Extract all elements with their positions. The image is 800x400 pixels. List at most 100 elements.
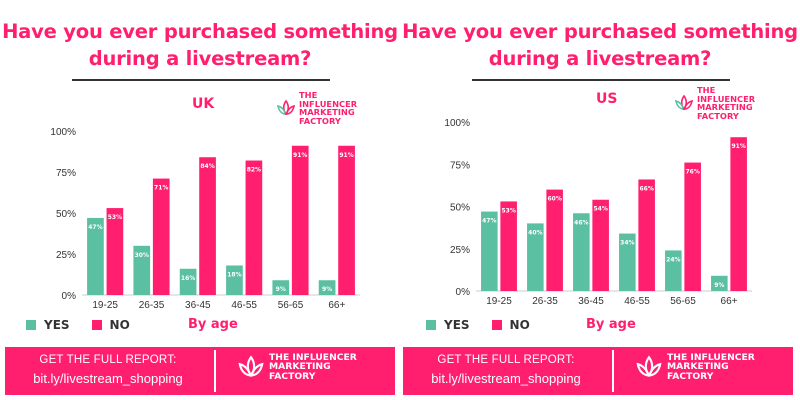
legend-label-yes: YES <box>444 318 470 332</box>
y-tick-label: 0% <box>62 291 77 302</box>
bar-yes <box>226 265 243 295</box>
footer-brand-logo: THE INFLUENCER MARKETING FACTORY <box>635 353 757 381</box>
y-tick-label: 100% <box>50 127 76 138</box>
data-label-no: 53% <box>501 207 515 214</box>
footer-banner: GET THE FULL REPORT: bit.ly/livestream_s… <box>5 347 395 395</box>
bar-yes <box>711 275 728 291</box>
x-axis-title: By age <box>586 317 636 332</box>
us-bar-chart: 0% 25% 50% 75% 100% 47% 53% 19-25 40% 60% 26-35 46%… <box>444 118 752 307</box>
bar-no <box>730 137 747 291</box>
data-label-yes: 9% <box>322 286 332 293</box>
data-label-yes: 9% <box>714 282 724 289</box>
data-label-no: 91% <box>731 143 745 150</box>
x-tick-label: 26-35 <box>139 300 165 311</box>
cta-text: GET THE FULL REPORT: <box>39 354 177 366</box>
us-panel: Have you ever purchased something during… <box>400 0 800 400</box>
report-link[interactable]: bit.ly/livestream_shopping <box>431 371 581 386</box>
bar-no <box>199 157 216 295</box>
uk-panel: Have you ever purchased something during… <box>2 20 398 395</box>
data-label-no: 53% <box>108 214 122 221</box>
legend-item-no: NO <box>491 318 530 332</box>
brand-name: THE INFLUENCER MARKETING FACTORY <box>299 90 358 126</box>
footer-brand-name: THE INFLUENCER MARKETING FACTORY <box>269 352 357 382</box>
legend-label-no: NO <box>109 318 130 332</box>
brand-name: THE INFLUENCER MARKETING FACTORY <box>697 85 756 121</box>
y-tick-label: 25% <box>450 245 470 256</box>
legend: YES NO <box>26 318 152 332</box>
legend-swatch-yes <box>426 320 436 330</box>
legend: YES NO <box>426 318 552 332</box>
bar-yes <box>619 233 636 291</box>
report-cta: GET THE FULL REPORT: bit.ly/livestream_s… <box>5 347 211 395</box>
x-tick-label: 56-65 <box>670 296 696 307</box>
brand-logo: THE INFLUENCER MARKETING FACTORY <box>674 86 773 120</box>
country-label: UK <box>192 96 215 112</box>
data-label-yes: 9% <box>276 286 286 293</box>
data-label-no: 60% <box>547 196 561 203</box>
footer-brand-name: THE INFLUENCER MARKETING FACTORY <box>667 352 755 382</box>
bar-yes <box>272 280 290 295</box>
y-tick-label: 50% <box>56 209 76 220</box>
bar-no <box>291 145 309 295</box>
data-label-no: 54% <box>593 206 607 213</box>
bar-yes <box>179 268 197 295</box>
x-tick-label: 56-65 <box>278 300 304 311</box>
x-tick-label: 66+ <box>721 296 738 307</box>
data-label-yes: 34% <box>620 240 634 247</box>
data-label-yes: 30% <box>135 252 149 259</box>
y-tick-label: 100% <box>444 118 470 129</box>
data-label-no: 91% <box>339 152 353 159</box>
data-label-no: 82% <box>247 167 261 174</box>
chart-title: Have you ever purchased something during… <box>2 20 398 70</box>
legend-item-no: NO <box>91 318 130 332</box>
legend-item-yes: YES <box>426 318 470 332</box>
data-label-yes: 46% <box>574 219 588 226</box>
bar-no <box>245 160 263 295</box>
footer-brand-logo: THE INFLUENCER MARKETING FACTORY <box>237 353 359 381</box>
bar-yes <box>133 245 151 295</box>
y-tick-label: 75% <box>450 160 470 171</box>
x-tick-label: 19-25 <box>92 300 118 311</box>
bar-yes <box>527 223 544 291</box>
footer-divider <box>214 350 216 392</box>
bar-no <box>638 179 655 291</box>
y-tick-label: 50% <box>450 203 470 214</box>
x-tick-label: 46-55 <box>624 296 650 307</box>
y-tick-label: 75% <box>56 168 76 179</box>
bar-yes <box>665 250 682 291</box>
data-label-yes: 40% <box>528 229 542 236</box>
bar-no <box>546 189 563 291</box>
data-label-yes: 47% <box>482 218 496 225</box>
bar-no <box>684 162 701 291</box>
bar-yes <box>318 280 336 295</box>
legend-swatch-no <box>491 320 502 330</box>
bar-yes <box>481 211 498 291</box>
footer-banner: GET THE FULL REPORT: bit.ly/livestream_s… <box>403 347 793 395</box>
bar-no <box>592 199 609 291</box>
lotus-logo-icon <box>636 355 662 378</box>
legend-label-yes: YES <box>44 318 70 332</box>
report-link[interactable]: bit.ly/livestream_shopping <box>33 371 183 386</box>
data-label-no: 71% <box>154 185 168 192</box>
uk-bar-chart: 0% 25% 50% 75% 100% 47% 53% 19-25 30% 71% 26-35 16%… <box>50 127 360 311</box>
lotus-logo-icon <box>238 355 264 378</box>
x-tick-label: 36-45 <box>185 300 211 311</box>
legend-swatch-yes <box>26 320 36 330</box>
title-divider <box>72 79 330 81</box>
title-divider <box>472 79 730 81</box>
bar-no <box>338 145 355 295</box>
x-tick-label: 36-45 <box>578 296 604 307</box>
lotus-logo-icon <box>276 99 296 116</box>
chart-title: Have you ever purchased something during… <box>402 20 798 70</box>
x-tick-label: 66+ <box>328 300 345 311</box>
x-axis-title: By age <box>188 317 238 332</box>
legend-swatch-no <box>91 320 102 330</box>
bar-no <box>106 208 124 295</box>
cta-text: GET THE FULL REPORT: <box>437 354 575 366</box>
data-label-no: 76% <box>685 169 699 176</box>
data-label-yes: 16% <box>181 275 195 282</box>
bar-yes <box>573 213 590 291</box>
legend-label-no: NO <box>509 318 530 332</box>
bar-no <box>152 178 170 295</box>
data-label-yes: 18% <box>227 271 241 278</box>
